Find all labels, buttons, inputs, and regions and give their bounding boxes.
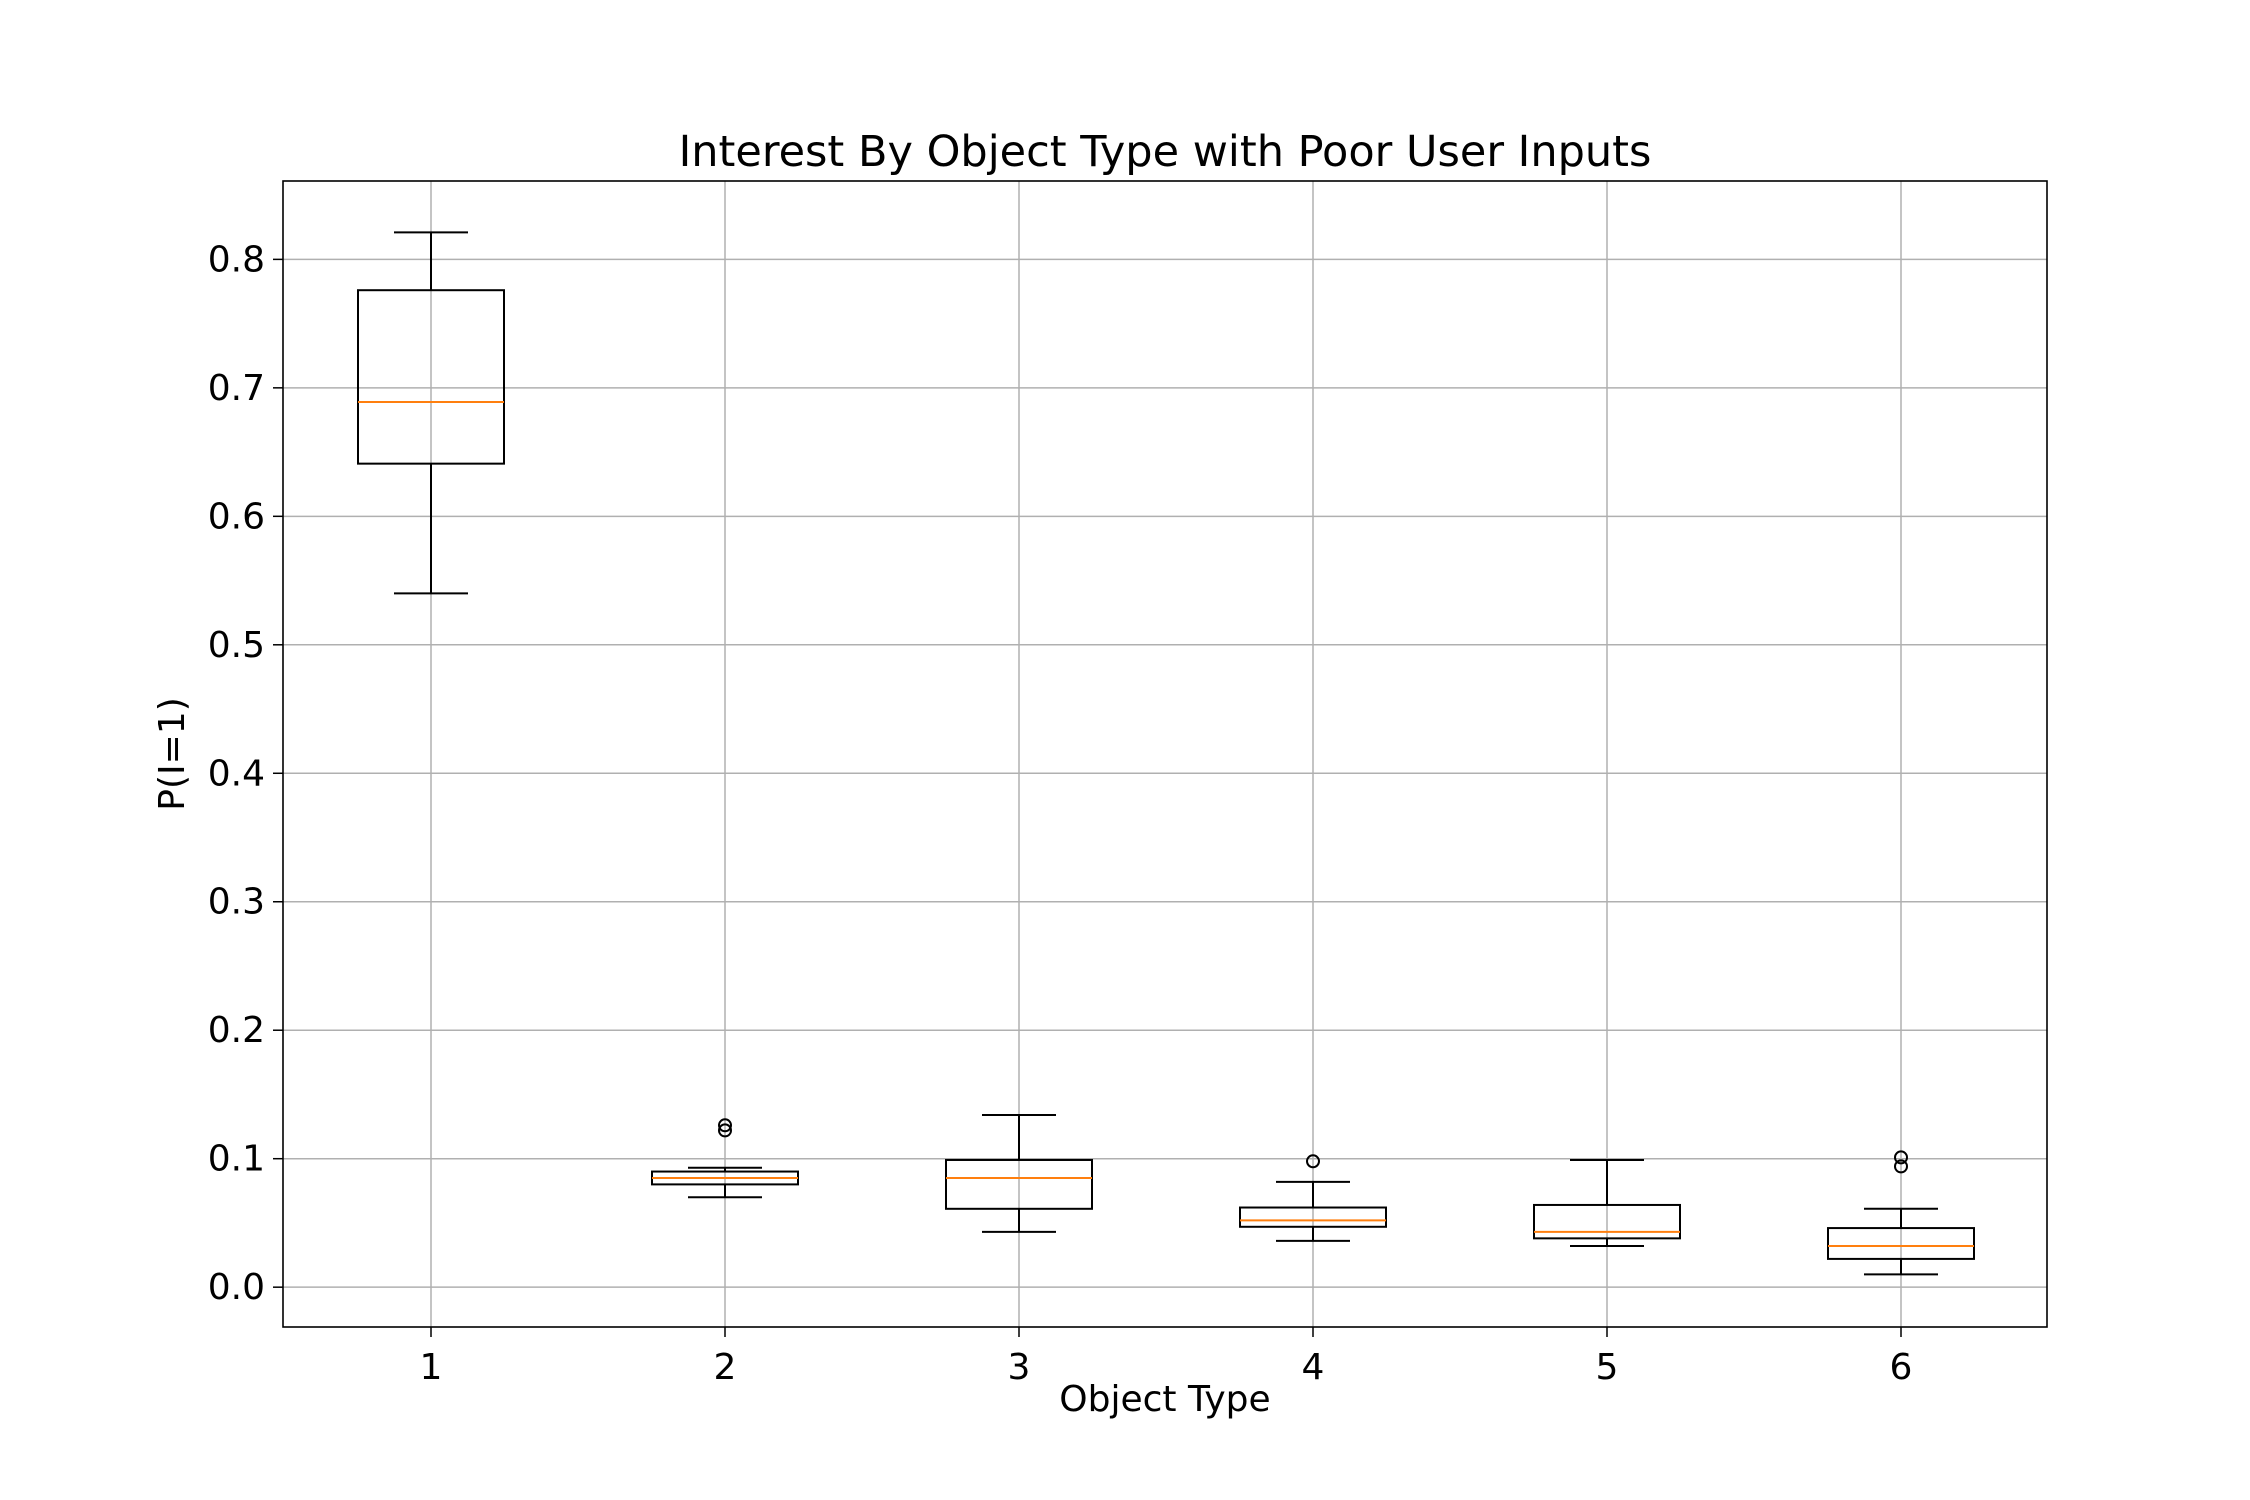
box-group-5 <box>1533 1158 1681 1248</box>
box-group-4 <box>1239 1154 1387 1242</box>
y-tick-label: 0.2 <box>208 1010 265 1051</box>
x-axis-label: Object Type <box>1059 1379 1270 1420</box>
box-group-1 <box>357 231 505 595</box>
y-tick-label: 0.3 <box>208 882 265 923</box>
chart-title: Interest By Object Type with Poor User I… <box>679 127 1652 177</box>
y-tick-label: 0.0 <box>208 1267 265 1308</box>
axis-ticks: 0.0 0.1 0.2 0.3 0.4 0.5 0.6 0.7 0.8 1 2 3 4 5 6 <box>208 239 1913 1388</box>
iqr-box <box>1239 1206 1387 1228</box>
outlier-point <box>718 1123 732 1138</box>
y-tick-label: 0.5 <box>208 625 265 666</box>
outlier-point <box>1894 1150 1908 1165</box>
outlier-point <box>1306 1154 1320 1169</box>
y-tick-label: 0.7 <box>208 368 265 409</box>
y-tick-label: 0.8 <box>208 239 265 280</box>
box-series <box>357 231 1975 1276</box>
iqr-box <box>357 289 505 465</box>
x-tick-label: 4 <box>1302 1347 1325 1388</box>
iqr-box <box>1533 1203 1681 1240</box>
x-tick-label: 1 <box>420 1347 443 1388</box>
x-tick-label: 3 <box>1008 1347 1031 1388</box>
y-tick-label: 0.1 <box>208 1139 265 1180</box>
outlier-point <box>1894 1159 1908 1174</box>
y-tick-label: 0.4 <box>208 753 265 794</box>
y-axis-label: P(I=1) <box>152 697 193 810</box>
x-tick-label: 5 <box>1596 1347 1619 1388</box>
x-tick-label: 6 <box>1890 1347 1913 1388</box>
box-group-6 <box>1827 1150 1975 1276</box>
x-tick-label: 2 <box>714 1347 737 1388</box>
box-group-3 <box>945 1114 1093 1233</box>
plot-frame <box>282 180 2048 1328</box>
y-tick-label: 0.6 <box>208 496 265 537</box>
iqr-box <box>945 1158 1093 1210</box>
outlier-point <box>718 1118 732 1133</box>
iqr-box <box>1827 1227 1975 1260</box>
box-group-2 <box>651 1118 799 1199</box>
